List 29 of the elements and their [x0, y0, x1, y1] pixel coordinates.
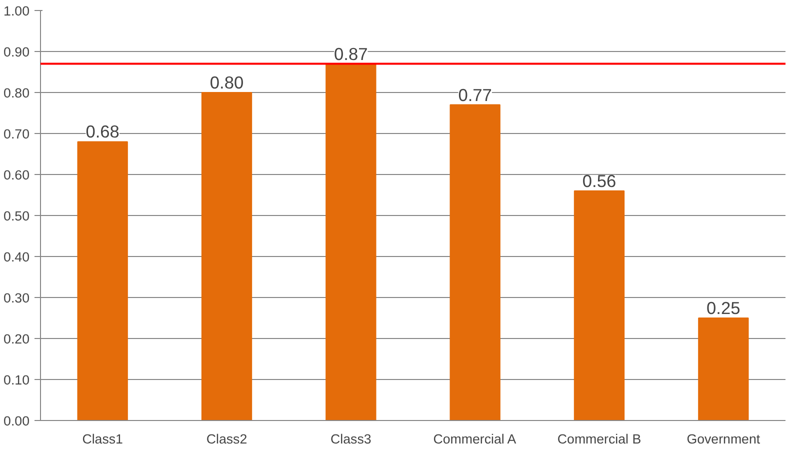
data-label: 0.56 — [582, 170, 616, 191]
bar — [77, 141, 128, 420]
x-tick-label: Commercial B — [557, 432, 642, 446]
y-tick-label: 0.10 — [4, 372, 30, 388]
y-tick-label: 0.90 — [4, 44, 30, 60]
bar — [326, 63, 376, 420]
x-tick-label: Commercial A — [433, 432, 516, 446]
y-tick-label: 0.80 — [4, 86, 30, 100]
data-label: 0.68 — [86, 122, 120, 142]
y-tick-label: 0.30 — [4, 290, 30, 306]
y-tick-label: 0.70 — [4, 126, 30, 142]
y-tick-label: 0.40 — [4, 250, 30, 264]
x-tick-label: Class1 — [82, 432, 123, 446]
y-tick-label: 1.00 — [4, 4, 30, 18]
x-tick-label: Class3 — [330, 432, 372, 446]
bar — [450, 104, 500, 420]
data-label: 0.87 — [334, 44, 368, 64]
y-tick-label: 0.50 — [4, 208, 30, 224]
bar — [698, 318, 749, 420]
bar — [201, 92, 252, 420]
x-tick-label: Government — [686, 432, 760, 446]
x-tick-label: Class2 — [206, 432, 248, 446]
y-tick-label: 0.60 — [4, 168, 30, 182]
data-label: 0.77 — [458, 84, 492, 105]
y-tick-label: 0.20 — [4, 332, 30, 346]
data-label: 0.80 — [210, 72, 244, 92]
data-label: 0.25 — [706, 298, 740, 318]
y-tick-label: 0.00 — [4, 414, 30, 428]
bar — [574, 190, 625, 420]
